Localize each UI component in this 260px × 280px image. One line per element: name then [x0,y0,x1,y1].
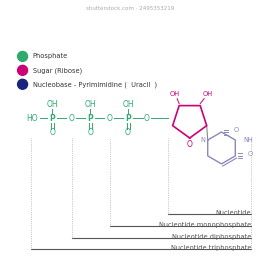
Text: O: O [247,151,252,157]
Text: O: O [106,114,112,123]
Text: N: N [201,137,206,143]
Text: O: O [187,141,193,150]
Text: O: O [144,114,150,123]
Text: O: O [49,127,55,137]
Text: P: P [125,114,131,123]
Text: NH: NH [243,137,253,143]
Circle shape [18,79,28,89]
Text: Nucleotide: Nucleotide [216,210,251,216]
Text: Nucleotide triphosphate: Nucleotide triphosphate [171,246,251,251]
Text: Sugar (Ribose): Sugar (Ribose) [32,67,82,74]
Text: OH: OH [122,100,134,109]
Text: Nucleotide monophosphate: Nucleotide monophosphate [159,221,251,228]
Text: OH: OH [84,100,96,109]
Circle shape [18,65,28,75]
Text: OH: OH [203,91,213,97]
Text: O: O [87,127,93,137]
Text: shutterstock.com · 2495353219: shutterstock.com · 2495353219 [86,6,174,11]
Text: HO: HO [27,114,38,123]
Text: P: P [50,114,55,123]
Text: O: O [68,114,74,123]
Text: Nucleotide diphosphate: Nucleotide diphosphate [172,234,251,239]
Text: P: P [87,114,93,123]
Circle shape [18,52,28,61]
Text: Nucleobase - Pyrimimidine (  Uracil  ): Nucleobase - Pyrimimidine ( Uracil ) [32,81,157,88]
Text: O: O [125,127,131,137]
Text: Phosphate: Phosphate [32,53,68,59]
Text: O: O [233,127,239,133]
Text: OH: OH [170,91,180,97]
Text: OH: OH [47,100,58,109]
